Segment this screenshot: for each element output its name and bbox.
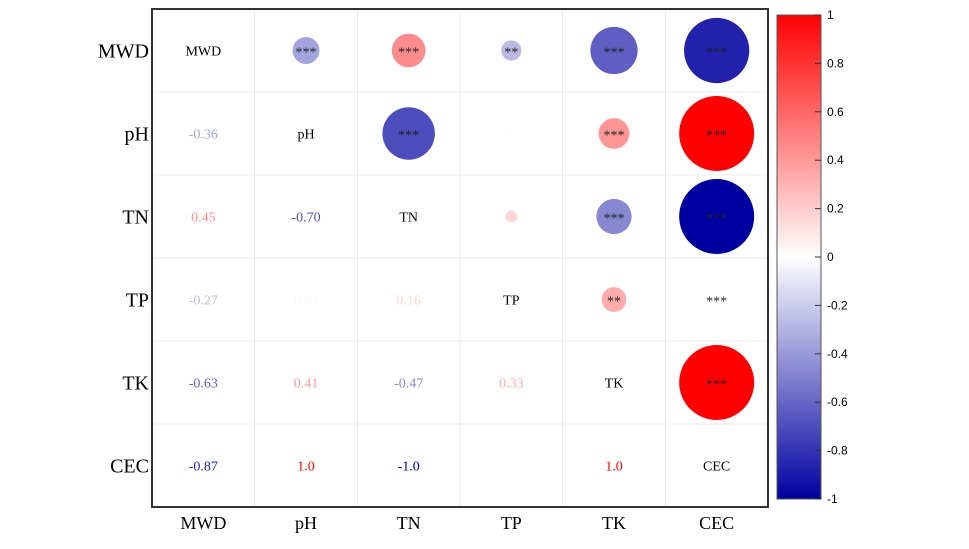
colorbar-tick-label: -0.2 <box>827 298 848 312</box>
diagonal-label-mwd: MWD <box>185 45 221 60</box>
correlation-value-label: 0.45 <box>191 211 216 226</box>
diagonal-label-ph: pH <box>297 128 314 143</box>
correlation-value-label: -0.27 <box>189 294 218 309</box>
correlation-circle-mwd-ph <box>292 37 320 64</box>
colorbar-tick-label: 0.4 <box>827 153 844 167</box>
correlation-circle-ph-cec <box>679 96 755 171</box>
diagonal-label-tk: TK <box>605 377 624 392</box>
row-label-tp: TP <box>126 290 149 312</box>
column-label-tp: TP <box>501 513 522 533</box>
colorbar-tick-label: 1 <box>827 8 834 22</box>
correlation-circle-mwd-tk <box>590 26 638 75</box>
colorbar-tick-label: -1 <box>827 492 838 506</box>
significance-label: *** <box>604 129 625 144</box>
significance-label: *** <box>706 295 727 310</box>
correlation-value-label: 1.0 <box>605 460 623 475</box>
significance-label: *** <box>604 212 625 227</box>
significance-label: *** <box>706 378 727 393</box>
diagonal-label-tp: TP <box>503 294 520 309</box>
colorbar-tick-label: -0.4 <box>827 347 848 361</box>
colorbar-tick-label: -0.8 <box>827 444 848 458</box>
correlation-circle-tn-tk <box>596 198 632 235</box>
correlation-value-label: -1.0 <box>398 460 420 475</box>
correlation-value-label: 0.16 <box>396 294 421 309</box>
correlation-circle-ph-tp <box>510 132 513 135</box>
row-label-tk: TK <box>122 373 149 395</box>
correlation-value-label: 0.03 <box>294 294 319 309</box>
correlation-value-label: -0.36 <box>189 128 218 143</box>
correlation-circle-tk-cec <box>679 345 755 420</box>
correlation-value-label: -0.70 <box>291 211 320 226</box>
column-label-mwd: MWD <box>180 513 226 533</box>
correlation-value-label: -0.63 <box>189 377 218 392</box>
significance-label: *** <box>398 129 419 144</box>
correlation-value-label: 0.33 <box>499 377 524 392</box>
row-label-tn: TN <box>122 207 149 229</box>
colorbar-tick-label: -0.6 <box>827 395 848 409</box>
significance-label: *** <box>296 46 317 61</box>
colorbar-tick-label: 0.8 <box>827 56 844 70</box>
colorbar-tick-label: 0.6 <box>827 105 844 119</box>
colorbar <box>776 14 822 500</box>
correlation-value-label: -0.87 <box>189 460 218 475</box>
plot-border <box>151 8 769 508</box>
correlation-circle-tp-tk <box>601 287 627 312</box>
significance-label: *** <box>398 46 419 61</box>
correlation-value-label: 0.41 <box>294 377 319 392</box>
correlation-circle-mwd-tp <box>501 40 522 61</box>
correlation-circle-ph-tk <box>598 118 630 149</box>
column-label-tk: TK <box>602 513 626 533</box>
row-label-mwd: MWD <box>98 41 149 63</box>
significance-label: ** <box>504 46 518 61</box>
diagonal-label-tn: TN <box>399 211 418 226</box>
row-label-cec: CEC <box>110 456 149 478</box>
row-label-ph: pH <box>125 124 149 146</box>
column-label-ph: pH <box>295 513 317 533</box>
correlation-circle-ph-tn <box>382 107 435 160</box>
diagonal-label-cec: CEC <box>703 460 730 475</box>
colorbar-tick-label: 0 <box>827 250 834 264</box>
correlation-circle-tn-cec <box>679 179 755 254</box>
significance-label: *** <box>706 129 727 144</box>
significance-label: *** <box>604 46 625 61</box>
colorbar-tick-label: 0.2 <box>827 202 844 216</box>
column-label-tn: TN <box>397 513 421 533</box>
significance-label: ** <box>607 295 621 310</box>
correlation-circle-mwd-tn <box>391 33 426 68</box>
column-label-cec: CEC <box>699 513 734 533</box>
correlation-circle-mwd-cec <box>684 17 750 84</box>
significance-label: *** <box>706 212 727 227</box>
correlation-value-label: -0.47 <box>394 377 423 392</box>
significance-label: *** <box>706 46 727 61</box>
correlation-value-label: 1.0 <box>297 460 315 475</box>
correlation-circle-tn-tp <box>505 210 518 223</box>
